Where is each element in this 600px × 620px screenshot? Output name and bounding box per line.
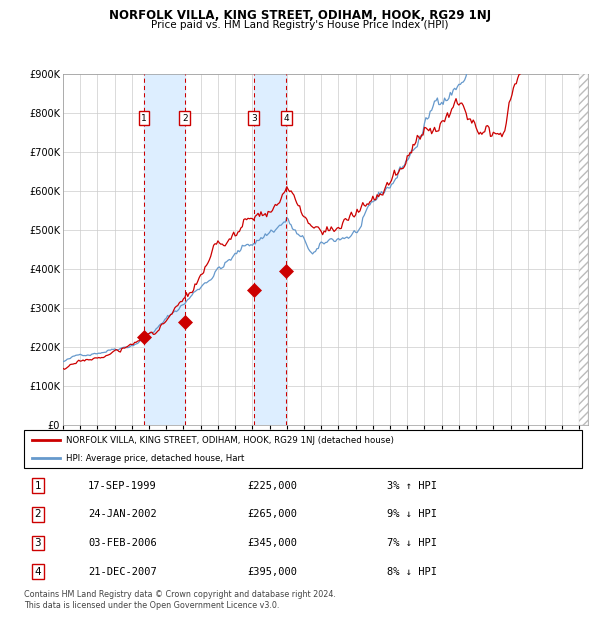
Text: £345,000: £345,000 xyxy=(247,538,297,548)
Bar xyxy=(144,74,185,425)
Text: 2: 2 xyxy=(182,113,188,123)
Text: 1: 1 xyxy=(141,113,147,123)
FancyBboxPatch shape xyxy=(24,430,582,468)
Text: £265,000: £265,000 xyxy=(247,509,297,519)
Text: NORFOLK VILLA, KING STREET, ODIHAM, HOOK, RG29 1NJ: NORFOLK VILLA, KING STREET, ODIHAM, HOOK… xyxy=(109,9,491,22)
Text: £225,000: £225,000 xyxy=(247,480,297,490)
Text: 9% ↓ HPI: 9% ↓ HPI xyxy=(387,509,437,519)
Bar xyxy=(254,74,286,425)
Text: 21-DEC-2007: 21-DEC-2007 xyxy=(88,567,157,577)
Text: HPI: Average price, detached house, Hart: HPI: Average price, detached house, Hart xyxy=(66,454,244,463)
Text: 3: 3 xyxy=(35,538,41,548)
Text: 17-SEP-1999: 17-SEP-1999 xyxy=(88,480,157,490)
Text: 8% ↓ HPI: 8% ↓ HPI xyxy=(387,567,437,577)
Text: 3% ↑ HPI: 3% ↑ HPI xyxy=(387,480,437,490)
Text: Price paid vs. HM Land Registry's House Price Index (HPI): Price paid vs. HM Land Registry's House … xyxy=(151,20,449,30)
Text: 03-FEB-2006: 03-FEB-2006 xyxy=(88,538,157,548)
Text: Contains HM Land Registry data © Crown copyright and database right 2024.
This d: Contains HM Land Registry data © Crown c… xyxy=(24,590,336,609)
Text: 7% ↓ HPI: 7% ↓ HPI xyxy=(387,538,437,548)
Text: NORFOLK VILLA, KING STREET, ODIHAM, HOOK, RG29 1NJ (detached house): NORFOLK VILLA, KING STREET, ODIHAM, HOOK… xyxy=(66,435,394,445)
Text: 4: 4 xyxy=(35,567,41,577)
Text: 1: 1 xyxy=(35,480,41,490)
Text: £395,000: £395,000 xyxy=(247,567,297,577)
Text: 24-JAN-2002: 24-JAN-2002 xyxy=(88,509,157,519)
Text: 2: 2 xyxy=(35,509,41,519)
Text: 4: 4 xyxy=(283,113,289,123)
Text: 3: 3 xyxy=(251,113,257,123)
